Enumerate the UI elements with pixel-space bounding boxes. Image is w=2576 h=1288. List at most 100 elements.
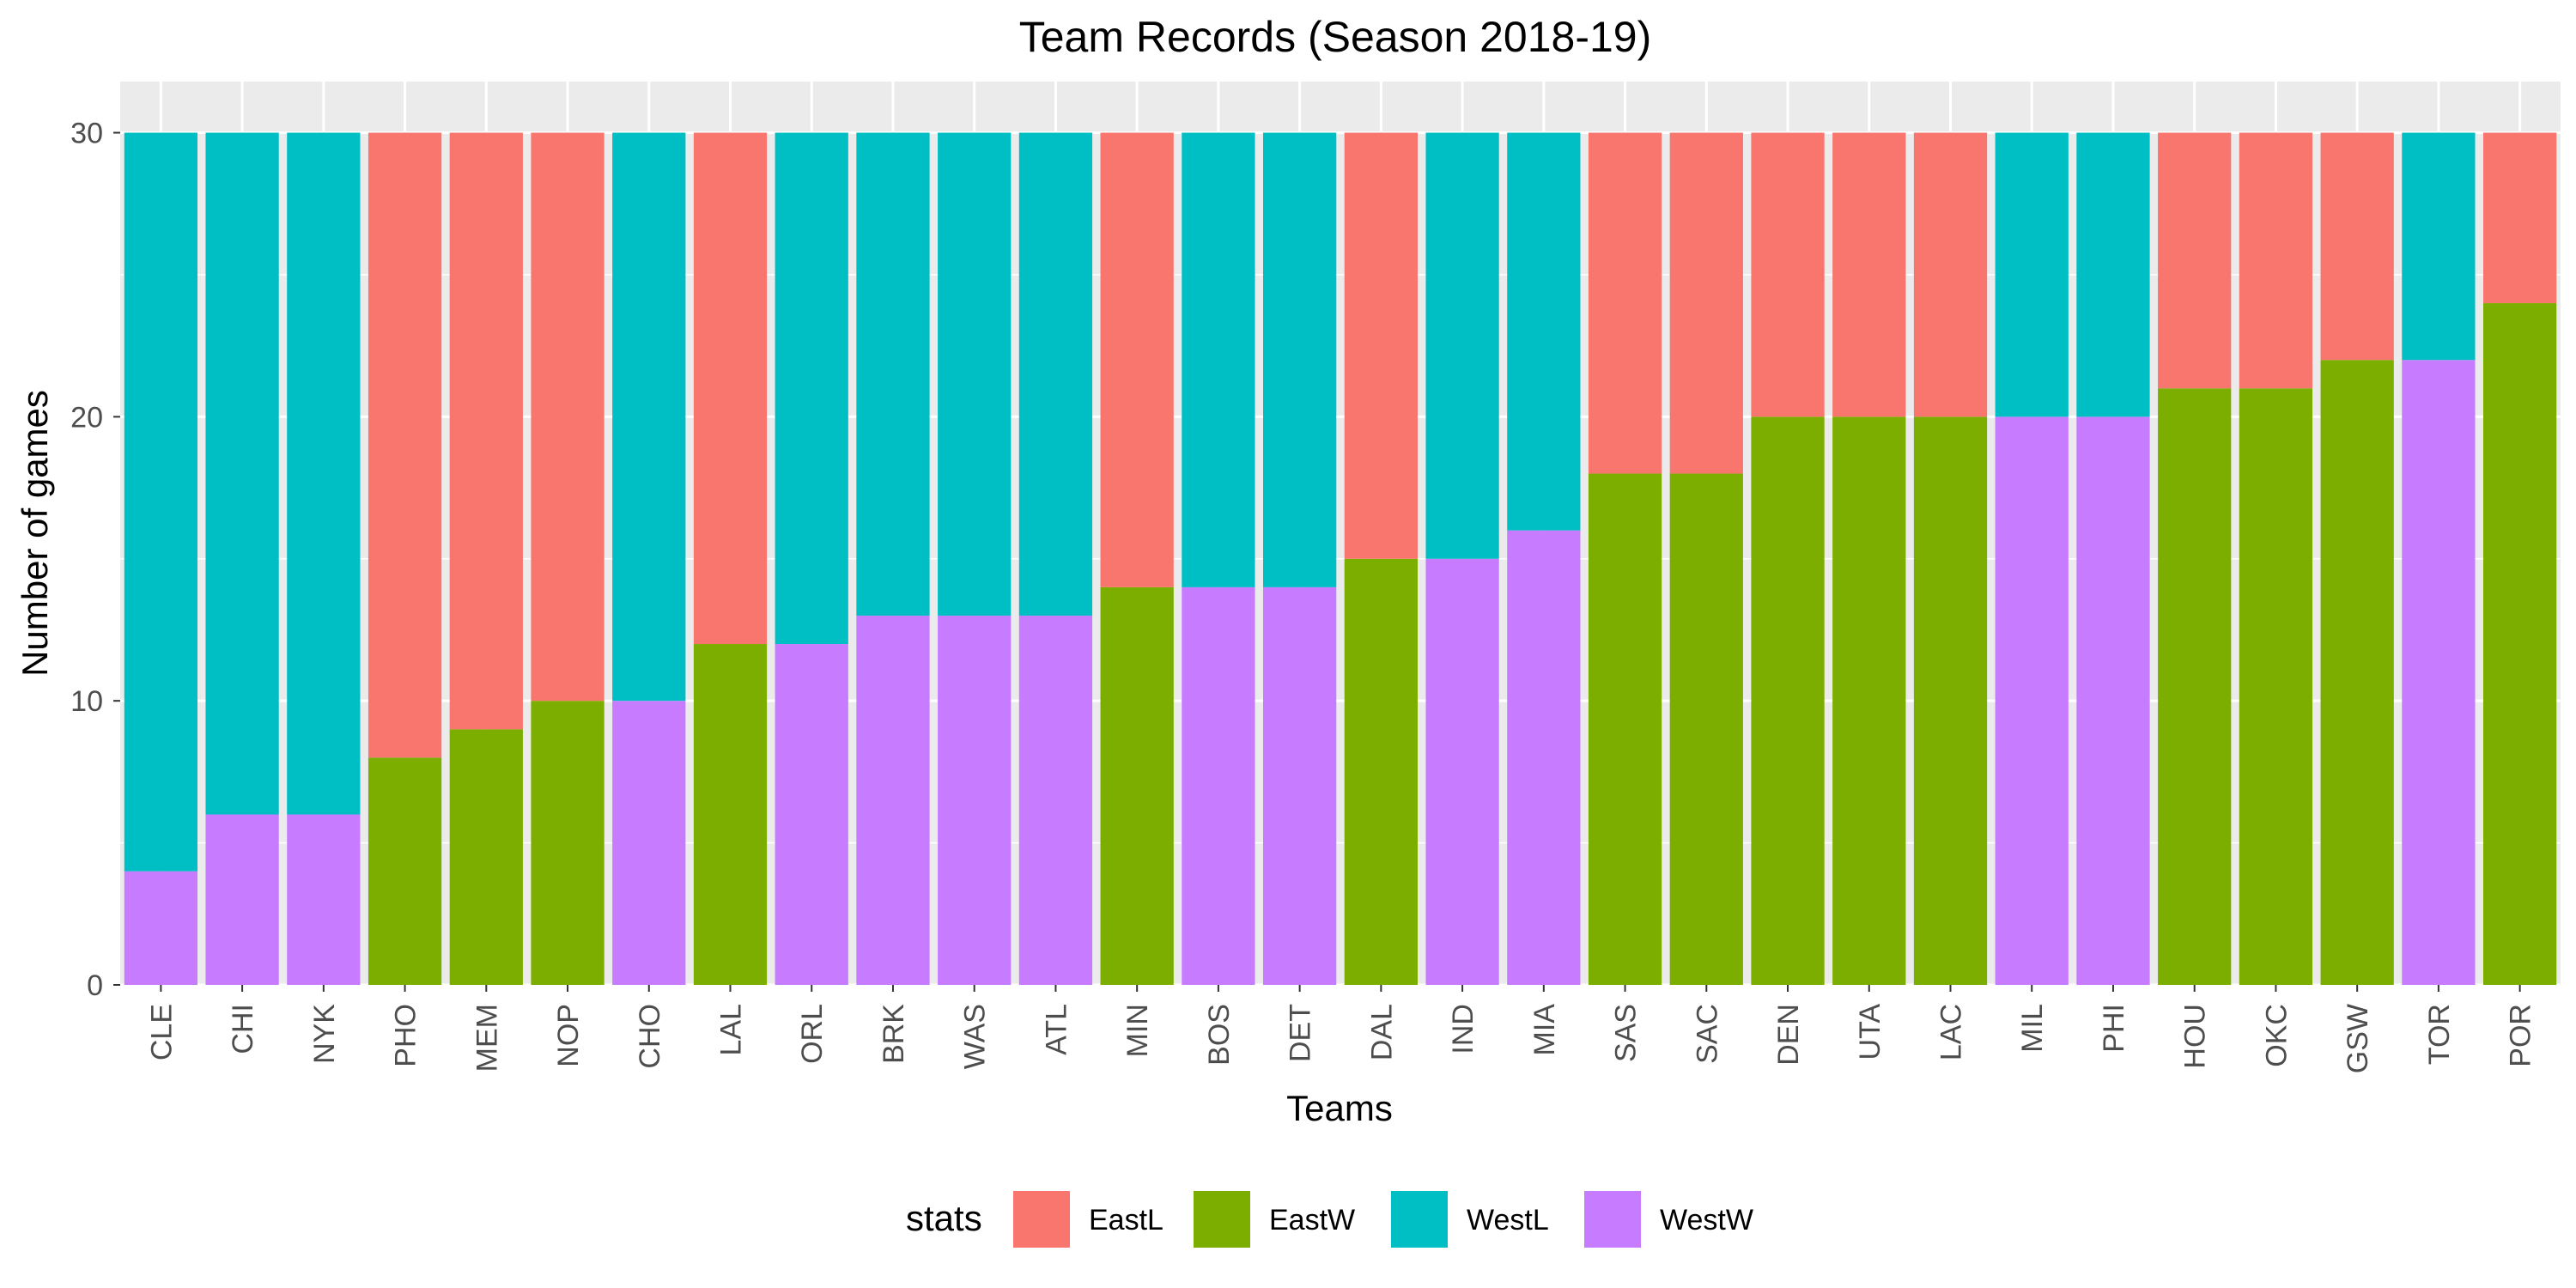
x-tick-label-den: DEN [1772,1004,1805,1066]
bar-nop-eastl [531,132,605,702]
bar-bos-westw [1182,586,1255,985]
x-tick-label-uta: UTA [1854,1004,1886,1060]
bar-nop-eastw [531,701,605,985]
x-tick-label-lal: LAL [715,1004,748,1056]
x-axis-title: Teams [1286,1088,1393,1128]
bar-bos-westl [1182,132,1255,587]
bar-mil-westl [1995,132,2069,417]
bar-okc-eastl [2239,132,2313,389]
legend-key-westw [1584,1191,1641,1248]
bar-gsw-eastl [2320,132,2394,361]
x-tick-label-dal: DAL [1365,1004,1398,1060]
x-axis: CLE CHI NYK PHO MEM NOP CHO LAL ORL BRK WAS ATL MIN B… [145,985,2537,1073]
y-axis-title: Number of games [15,390,55,677]
bar-phi-westw [2076,416,2150,986]
bar-mia-westw [1507,530,1581,985]
bar-gsw-eastw [2320,360,2394,985]
bar-chi-westl [205,132,279,815]
bar-nyk-westw [287,814,361,985]
bar-min-eastw [1100,586,1174,985]
bar-atl-westl [1018,132,1093,616]
bars [124,132,2557,986]
bar-por-eastw [2483,303,2557,986]
bar-dal-eastl [1344,132,1418,559]
bar-den-eastl [1751,132,1825,417]
bar-det-westw [1263,586,1337,985]
x-tick-label-mia: MIA [1528,1004,1561,1056]
bar-min-eastl [1100,132,1174,587]
bar-mem-eastw [449,729,523,985]
x-tick-label-gsw: GSW [2342,1004,2374,1073]
x-tick-label-was: WAS [959,1004,992,1069]
y-tick-label: 0 [87,969,103,1002]
legend: stats EastL EastW WestL WestW [906,1191,1753,1248]
bar-hou-eastw [2158,388,2232,985]
bar-tor-westw [2402,360,2476,985]
bar-atl-westw [1018,615,1093,985]
bar-sac-eastl [1669,132,1743,474]
x-tick-label-ind: IND [1447,1004,1479,1054]
bar-ind-westl [1425,132,1499,559]
x-tick-label-nop: NOP [552,1004,585,1067]
bar-chi-westw [205,814,279,985]
bar-tor-westl [2402,132,2476,361]
legend-label-westw: WestW [1660,1204,1753,1236]
bar-orl-westw [775,644,848,985]
bar-lal-eastl [693,132,768,645]
bar-orl-westl [775,132,848,645]
y-tick-label: 20 [70,401,103,434]
x-tick-label-nyk: NYK [308,1004,341,1064]
bar-cho-westl [612,132,686,702]
legend-label-eastl: EastL [1089,1204,1163,1236]
bar-mem-eastl [449,132,523,730]
bar-brk-westw [856,615,930,985]
bar-den-eastw [1751,416,1825,986]
bar-sac-eastw [1669,473,1743,985]
legend-key-eastw [1194,1191,1250,1248]
bar-uta-eastl [1832,132,1906,417]
bar-hou-eastl [2158,132,2232,389]
chart-title: Team Records (Season 2018-19) [1019,13,1652,61]
x-tick-label-bos: BOS [1203,1004,1236,1066]
x-tick-label-brk: BRK [878,1004,910,1064]
legend-key-eastl [1013,1191,1070,1248]
bar-okc-eastw [2239,388,2313,985]
x-tick-label-tor: TOR [2423,1004,2456,1065]
bar-pho-eastw [368,757,442,985]
bar-sas-eastw [1588,473,1662,985]
x-tick-label-cle: CLE [145,1004,178,1060]
x-tick-label-mil: MIL [2016,1004,2049,1053]
x-tick-label-det: DET [1285,1004,1317,1062]
legend-title: stats [906,1198,982,1238]
y-axis: 0 10 20 30 [70,118,120,1002]
bar-mia-westl [1507,132,1581,531]
y-tick-label: 30 [70,118,103,150]
x-tick-label-sas: SAS [1610,1004,1643,1062]
bar-phi-westl [2076,132,2150,417]
bar-uta-eastw [1832,416,1906,986]
x-tick-label-sac: SAC [1691,1004,1723,1064]
bar-cle-westw [124,871,197,985]
bar-was-westw [938,615,1012,985]
bar-ind-westw [1425,558,1499,985]
bar-cle-westl [124,132,197,872]
legend-label-westl: WestL [1467,1204,1549,1236]
legend-key-westl [1391,1191,1448,1248]
x-tick-label-hou: HOU [2179,1004,2212,1069]
x-tick-label-mem: MEM [471,1004,503,1072]
bar-brk-westl [856,132,930,616]
bar-sas-eastl [1588,132,1662,474]
bar-cho-westw [612,701,686,985]
bar-lac-eastl [1913,132,1988,417]
x-tick-label-atl: ATL [1040,1004,1072,1055]
x-tick-label-min: MIN [1121,1004,1154,1057]
bar-lal-eastw [693,644,768,985]
bar-mil-westw [1995,416,2069,986]
x-tick-label-cho: CHO [634,1004,666,1069]
x-tick-label-pho: PHO [390,1004,422,1067]
bar-det-westl [1263,132,1337,587]
x-tick-label-lac: LAC [1935,1004,1968,1060]
x-tick-label-orl: ORL [796,1004,829,1064]
